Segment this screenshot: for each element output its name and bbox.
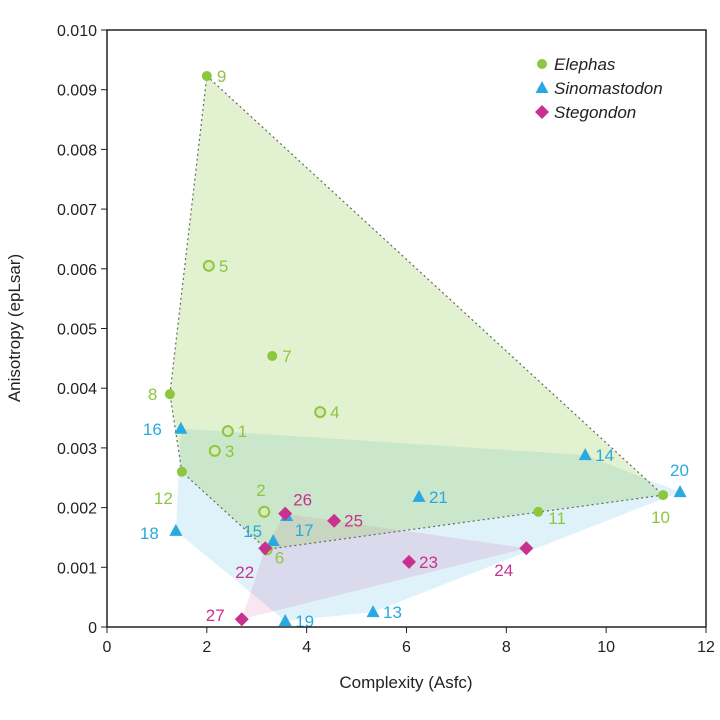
stegondon-hull [241, 513, 527, 620]
point-label: 20 [670, 461, 689, 480]
x-tick-label: 0 [103, 639, 112, 656]
x-axis-label: Complexity (Asfc) [339, 673, 472, 692]
point-label: 16 [143, 420, 162, 439]
elephas-hull [169, 74, 665, 551]
y-tick-label: 0.004 [57, 381, 97, 398]
point-label: 17 [295, 521, 314, 540]
point-label: 25 [344, 512, 363, 531]
point-label: 23 [419, 553, 438, 572]
stegondon-point [234, 612, 249, 627]
elephas-point [258, 505, 271, 518]
y-tick-label: 0.008 [57, 142, 97, 159]
point-label: 13 [383, 603, 402, 622]
y-tick-label: 0.006 [57, 262, 97, 279]
point-label: 1 [238, 422, 247, 441]
sinomastodon-point [412, 489, 426, 502]
x-tick-label: 10 [597, 639, 615, 656]
x-tick-label: 6 [402, 639, 411, 656]
point-label: 6 [275, 548, 284, 567]
data-points: 9 5 7 8 4 13 12 2 11 10 6 16 14 20 21 18 17 15 19 13 26 25 22 2… [140, 67, 689, 631]
x-tick-label: 8 [502, 639, 511, 656]
x-tick-label: 4 [302, 639, 311, 656]
sinomastodon-point [266, 534, 280, 547]
y-tick-label: 0.010 [57, 23, 97, 40]
sinomastodon-hull [175, 428, 681, 622]
legend: Elephas Sinomastodon Stegondon [535, 55, 663, 122]
legend-diamond-icon [535, 105, 549, 119]
elephas-point [658, 490, 669, 501]
point-label: 15 [243, 522, 262, 541]
elephas-point [221, 425, 234, 438]
elephas-point [533, 506, 544, 517]
stegondon-point [278, 506, 293, 521]
stegondon-point [401, 554, 416, 569]
axis-ticks: 0 2 4 6 8 10 1200.0010.0020.0030.0040.0050.006… [57, 23, 715, 656]
y-tick-label: 0 [88, 620, 97, 637]
point-label: 2 [256, 481, 265, 500]
legend-triangle-icon [535, 81, 549, 93]
point-label: 24 [494, 561, 513, 580]
sinomastodon-point [278, 614, 292, 627]
sinomastodon-point [174, 421, 188, 434]
elephas-point [267, 350, 278, 361]
convex-hulls [169, 74, 681, 622]
point-label: 8 [148, 385, 157, 404]
point-label: 11 [548, 509, 566, 528]
elephas-point [176, 466, 187, 477]
point-label: 5 [219, 257, 228, 276]
stegondon-point [519, 541, 534, 556]
legend-label: Sinomastodon [554, 79, 663, 98]
legend-label: Elephas [554, 55, 616, 74]
y-tick-label: 0.007 [57, 202, 97, 219]
elephas-point [314, 406, 327, 419]
point-label: 7 [282, 347, 291, 366]
elephas-point [208, 444, 221, 457]
y-tick-label: 0.003 [57, 441, 97, 458]
y-tick-label: 0.005 [57, 322, 97, 339]
x-tick-label: 2 [202, 639, 211, 656]
point-label: 19 [295, 612, 314, 631]
legend-circle-icon [537, 59, 547, 69]
point-label: 21 [429, 488, 448, 507]
sinomastodon-point [673, 485, 687, 498]
elephas-point [201, 70, 212, 81]
point-label: 10 [651, 508, 670, 527]
point-label: 18 [140, 524, 159, 543]
point-label: 4 [330, 403, 339, 422]
sinomastodon-point [366, 605, 380, 618]
point-label: 14 [595, 446, 614, 465]
point-label: 12 [154, 489, 173, 508]
stegondon-point [327, 513, 342, 528]
sinomastodon-point [169, 523, 183, 536]
point-label: 9 [217, 67, 226, 86]
sinomastodon-point [578, 448, 592, 461]
point-label: 27 [206, 606, 225, 625]
point-label: 3 [225, 442, 234, 461]
elephas-point [202, 259, 215, 272]
point-label: 22 [235, 563, 254, 582]
x-tick-label: 12 [697, 639, 715, 656]
point-label: 26 [293, 491, 312, 510]
y-tick-label: 0.002 [57, 501, 97, 518]
elephas-point [164, 389, 175, 400]
stegondon-point [258, 541, 273, 556]
y-tick-label: 0.001 [57, 560, 97, 577]
legend-label: Stegondon [554, 103, 636, 122]
y-axis-label: Anisotropy (epLsar) [5, 254, 24, 402]
y-tick-label: 0.009 [57, 83, 97, 100]
